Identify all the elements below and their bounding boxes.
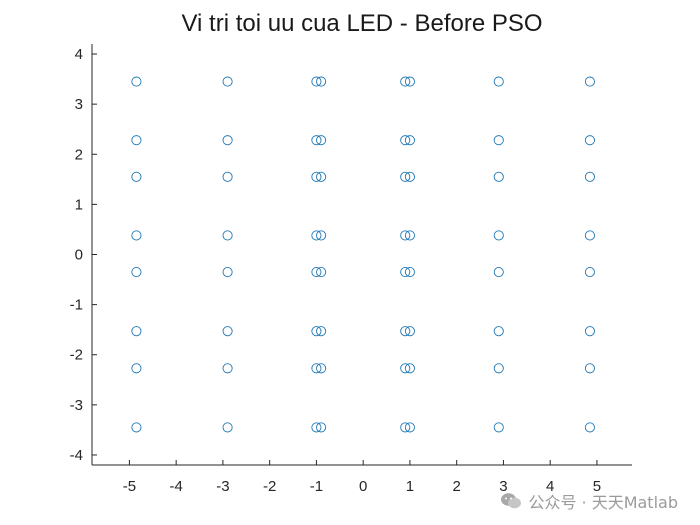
chart-title: Vi tri toi uu cua LED - Before PSO bbox=[181, 10, 542, 37]
watermark-text: 公众号 · 天天Matlab bbox=[528, 493, 678, 512]
data-point bbox=[584, 171, 595, 182]
data-point bbox=[222, 76, 233, 87]
data-point bbox=[404, 230, 415, 241]
x-tick-label: -4 bbox=[169, 478, 182, 495]
data-point bbox=[222, 422, 233, 433]
x-tick-label: -5 bbox=[123, 478, 136, 495]
x-tick-label: 5 bbox=[593, 478, 601, 495]
data-point bbox=[131, 230, 142, 241]
data-point bbox=[400, 266, 411, 278]
watermark: 公众号 · 天天Matlab bbox=[500, 489, 678, 513]
x-tick-label: 2 bbox=[453, 478, 461, 495]
data-point bbox=[584, 76, 595, 87]
y-tick-label: 1 bbox=[75, 196, 83, 213]
data-point bbox=[311, 171, 322, 182]
x-tick-label: -1 bbox=[310, 478, 323, 495]
data-point bbox=[311, 363, 322, 374]
data-point bbox=[493, 266, 504, 278]
data-point bbox=[404, 76, 415, 87]
data-point bbox=[400, 230, 411, 241]
data-point bbox=[493, 171, 504, 182]
data-point bbox=[493, 326, 504, 337]
y-tick-label: -1 bbox=[70, 297, 83, 314]
x-tick-label: -2 bbox=[263, 478, 276, 495]
data-point bbox=[316, 266, 327, 278]
y-tick-label: 3 bbox=[75, 96, 83, 113]
data-point bbox=[493, 363, 504, 374]
data-point bbox=[316, 135, 327, 146]
x-tick-label: -3 bbox=[216, 478, 229, 495]
data-point bbox=[404, 326, 415, 337]
wechat-icon bbox=[501, 493, 522, 509]
data-points bbox=[131, 76, 595, 433]
data-point bbox=[493, 76, 504, 87]
data-point bbox=[404, 422, 415, 433]
y-tick-label: 0 bbox=[75, 247, 83, 264]
data-point bbox=[584, 135, 595, 146]
data-point bbox=[316, 76, 327, 87]
data-point bbox=[311, 266, 322, 278]
data-point bbox=[131, 326, 142, 337]
data-point bbox=[404, 171, 415, 182]
data-point bbox=[131, 266, 142, 278]
y-tick-label: 2 bbox=[75, 146, 83, 163]
data-point bbox=[400, 363, 411, 374]
y-tick-label: -3 bbox=[70, 397, 83, 414]
data-point bbox=[222, 266, 233, 278]
data-point bbox=[400, 135, 411, 146]
data-point bbox=[400, 76, 411, 87]
data-point bbox=[584, 230, 595, 241]
data-point bbox=[222, 171, 233, 182]
data-point bbox=[493, 135, 504, 146]
data-point bbox=[404, 266, 415, 278]
y-tick-label: 4 bbox=[75, 46, 83, 63]
data-point bbox=[584, 266, 595, 278]
data-point bbox=[311, 326, 322, 337]
data-point bbox=[131, 171, 142, 182]
x-tick-label: 0 bbox=[359, 478, 367, 495]
data-point bbox=[493, 422, 504, 433]
data-point bbox=[311, 76, 322, 87]
data-point bbox=[222, 363, 233, 374]
data-point bbox=[222, 230, 233, 241]
data-point bbox=[316, 171, 327, 182]
data-point bbox=[131, 76, 142, 87]
data-point bbox=[131, 422, 142, 433]
data-point bbox=[311, 230, 322, 241]
x-tick-label: 1 bbox=[406, 478, 414, 495]
data-point bbox=[404, 363, 415, 374]
data-point bbox=[584, 363, 595, 374]
data-point bbox=[222, 135, 233, 146]
data-point bbox=[400, 326, 411, 337]
data-point bbox=[493, 230, 504, 241]
data-point bbox=[131, 363, 142, 374]
data-point bbox=[222, 326, 233, 337]
data-point bbox=[584, 326, 595, 337]
data-point bbox=[584, 422, 595, 433]
data-point bbox=[131, 135, 142, 146]
data-point bbox=[311, 422, 322, 433]
data-point bbox=[400, 422, 411, 433]
data-point bbox=[316, 230, 327, 241]
data-point bbox=[316, 326, 327, 337]
data-point bbox=[316, 422, 327, 433]
data-point bbox=[404, 135, 415, 146]
y-tick-label: -4 bbox=[70, 447, 83, 464]
data-point bbox=[316, 363, 327, 374]
y-tick-label: -2 bbox=[70, 347, 83, 364]
x-tick-label: 4 bbox=[546, 478, 554, 495]
x-tick-label: 3 bbox=[499, 478, 507, 495]
data-point bbox=[400, 171, 411, 182]
axes: -5 -4 -3 -2 -1 0 1 2 3 4 5 -4 -3 -2 -1 0 1 2 3 4 bbox=[70, 44, 632, 495]
data-point bbox=[311, 135, 322, 146]
